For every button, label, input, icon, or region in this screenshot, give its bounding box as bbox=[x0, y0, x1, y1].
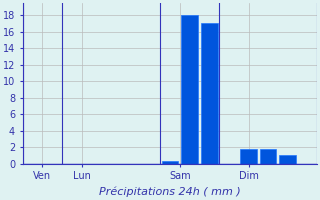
Bar bbox=[260, 149, 276, 164]
X-axis label: Précipitations 24h ( mm ): Précipitations 24h ( mm ) bbox=[99, 187, 241, 197]
Bar bbox=[181, 15, 198, 164]
Bar bbox=[279, 155, 296, 164]
Bar bbox=[201, 23, 218, 164]
Bar bbox=[162, 161, 178, 164]
Bar bbox=[240, 149, 257, 164]
